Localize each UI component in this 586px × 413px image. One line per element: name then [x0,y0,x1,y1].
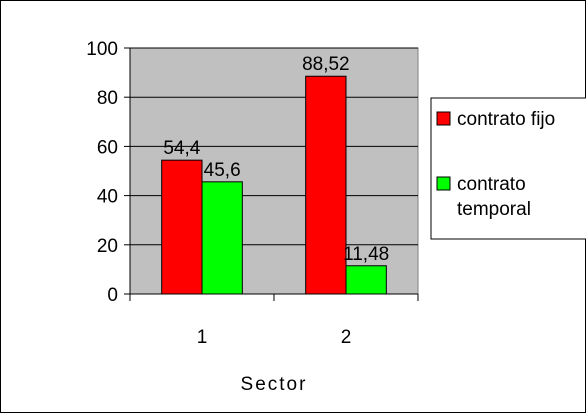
data-label: 88,52 [302,54,350,75]
legend-swatch-contrato-fijo [436,111,451,126]
y-tick-label: 100 [86,39,118,60]
x-axis-label: Sector [241,374,308,395]
legend-label: contrato [457,174,526,195]
y-tick-label: 0 [107,285,118,306]
x-tick-label: 2 [341,327,352,348]
y-tick-label: 60 [97,137,118,158]
legend-label: contrato fijo [457,109,555,130]
data-label: 54,4 [163,138,200,159]
y-tick-label: 40 [97,187,118,208]
data-label: 11,48 [343,244,389,265]
y-tick-label: 20 [97,236,118,257]
bar-contrato-temporal-1 [201,181,243,295]
bar-contrato-fijo-2 [305,75,347,295]
bar-contrato-temporal-2 [345,265,387,295]
legend-swatch-contrato-temporal [436,176,451,191]
x-tick-label: 1 [197,327,208,348]
legend [430,97,586,240]
y-tick-label: 80 [97,88,118,109]
legend-label: temporal [457,199,531,220]
bar-contrato-fijo-1 [161,159,203,295]
data-label: 45,6 [204,160,241,181]
